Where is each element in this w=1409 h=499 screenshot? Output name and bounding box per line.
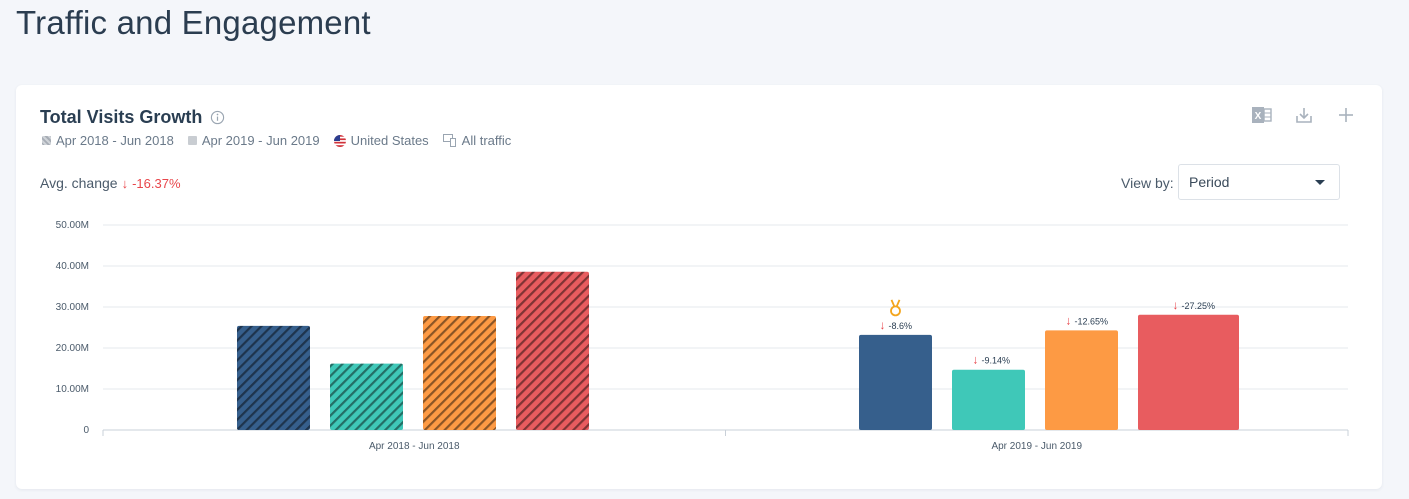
bar[interactable] <box>952 369 1025 430</box>
down-arrow-icon: ↓ <box>880 318 886 332</box>
devices-icon <box>442 134 456 147</box>
bar[interactable] <box>330 363 403 430</box>
bar[interactable] <box>1138 314 1239 430</box>
bar[interactable] <box>237 325 310 430</box>
avg-change-label: Avg. change <box>40 175 118 191</box>
x-category-label: Apr 2018 - Jun 2018 <box>369 441 460 452</box>
down-arrow-icon: ↓ <box>1066 313 1072 327</box>
filter-traffic: All traffic <box>442 133 512 148</box>
filter-period-1: Apr 2018 - Jun 2018 <box>42 133 174 148</box>
y-tick-label: 10.00M <box>56 384 89 395</box>
change-data-label: -12.65% <box>1075 316 1109 326</box>
us-flag-icon <box>333 134 346 147</box>
download-button[interactable] <box>1292 103 1316 127</box>
bar[interactable] <box>423 316 496 430</box>
solid-swatch-icon <box>187 136 197 145</box>
filters-row: Apr 2018 - Jun 2018 Apr 2019 - Jun 2019 … <box>42 133 511 148</box>
down-arrow-icon: ↓ <box>1173 298 1179 312</box>
y-tick-label: 30.00M <box>56 302 89 313</box>
card-title-row: Total Visits Growth <box>40 107 225 128</box>
view-by-dropdown[interactable]: Period <box>1178 164 1340 200</box>
country-label: United States <box>350 133 429 148</box>
change-data-label: -27.25% <box>1182 301 1216 311</box>
bar[interactable] <box>1045 330 1118 430</box>
card-title: Total Visits Growth <box>40 107 203 127</box>
bar[interactable] <box>516 271 589 430</box>
add-icon <box>1339 108 1353 122</box>
total-visits-card: Total Visits Growth Apr 2018 - Jun 2018 … <box>16 85 1382 489</box>
change-data-label: -9.14% <box>982 356 1011 366</box>
period-2-label: Apr 2019 - Jun 2019 <box>201 133 320 148</box>
view-by-label: View by: <box>1121 175 1174 191</box>
page-title: Traffic and Engagement <box>16 4 371 41</box>
y-tick-label: 50.00M <box>56 220 89 231</box>
avg-change-value: -16.37% <box>132 175 181 191</box>
svg-text:X: X <box>1255 111 1262 122</box>
card-actions: X <box>1250 103 1358 127</box>
info-icon[interactable] <box>210 110 225 125</box>
download-icon <box>1296 108 1312 123</box>
excel-icon: X <box>1252 107 1272 123</box>
add-button[interactable] <box>1334 103 1358 127</box>
down-arrow-icon: ↓ <box>973 353 979 367</box>
bar[interactable] <box>859 334 932 430</box>
y-tick-label: 0 <box>83 425 89 436</box>
hatched-swatch-icon <box>42 136 51 145</box>
x-category-label: Apr 2019 - Jun 2019 <box>991 441 1082 452</box>
excel-export-button[interactable]: X <box>1250 103 1274 127</box>
traffic-label: All traffic <box>461 133 512 148</box>
y-tick-label: 40.00M <box>56 261 89 272</box>
visits-bar-chart: 0 10.00M 20.00M 30.00M 40.00M 50.00M Apr 2018 … <box>56 220 1349 452</box>
medal-icon <box>890 299 901 317</box>
caret-down-icon <box>1315 180 1325 185</box>
view-by-value: Period <box>1189 174 1230 190</box>
filter-country: United States <box>333 133 429 148</box>
filter-period-2: Apr 2019 - Jun 2019 <box>187 133 320 148</box>
down-arrow-icon: ↓ <box>121 175 129 191</box>
y-tick-label: 20.00M <box>56 343 89 354</box>
period-1-label: Apr 2018 - Jun 2018 <box>56 133 174 148</box>
avg-change: Avg. change ↓ -16.37% <box>40 175 181 191</box>
change-data-label: -8.6% <box>889 321 913 331</box>
